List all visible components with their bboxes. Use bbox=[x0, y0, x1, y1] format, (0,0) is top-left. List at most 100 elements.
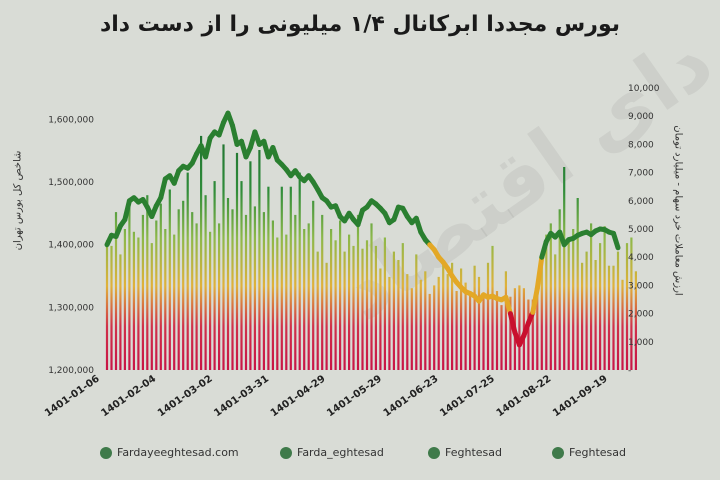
bar-24 bbox=[213, 181, 216, 370]
bar-113 bbox=[612, 265, 615, 370]
footer-twitter[interactable]: Feghtesad bbox=[552, 446, 626, 459]
x-tick: 1401-07-25 bbox=[438, 373, 497, 419]
bar-89 bbox=[504, 271, 507, 370]
globe-icon bbox=[100, 446, 112, 459]
bar-22 bbox=[204, 195, 207, 370]
y-right-tick: 6,000 bbox=[628, 197, 654, 207]
y-right-tick: 8,000 bbox=[628, 140, 654, 150]
x-tick: 1401-06-23 bbox=[382, 373, 441, 419]
bar-27 bbox=[226, 198, 230, 370]
bar-105 bbox=[576, 198, 579, 370]
line-point-22 bbox=[203, 135, 213, 160]
x-tick: 1401-05-29 bbox=[325, 373, 384, 419]
bar-14 bbox=[168, 189, 171, 370]
bar-26 bbox=[222, 144, 225, 370]
x-tick: 1401-09-19 bbox=[551, 373, 610, 419]
bar-109 bbox=[594, 260, 597, 370]
bar-56 bbox=[356, 214, 360, 370]
bar-108 bbox=[590, 223, 593, 370]
bar-117 bbox=[630, 237, 633, 370]
bar-61 bbox=[379, 268, 382, 370]
footer-instagram[interactable]: Farda_eghtesad bbox=[280, 446, 384, 459]
bar-99 bbox=[549, 223, 552, 370]
bar-11 bbox=[155, 220, 158, 370]
bar-87 bbox=[495, 291, 499, 370]
footer-telegram[interactable]: Feghtesad bbox=[428, 446, 502, 459]
bar-6 bbox=[132, 231, 135, 370]
y-left-tick: 1,600,000 bbox=[48, 115, 94, 125]
bar-12 bbox=[159, 203, 162, 370]
bar-78 bbox=[455, 291, 458, 370]
line-point-56 bbox=[355, 207, 365, 228]
bar-76 bbox=[446, 274, 449, 370]
bar-94 bbox=[527, 299, 530, 370]
line-point-89 bbox=[503, 294, 513, 317]
bar-series bbox=[105, 135, 637, 370]
x-tick: 1401-02-04 bbox=[99, 373, 158, 419]
bar-58 bbox=[365, 240, 369, 370]
bar-8 bbox=[141, 214, 144, 370]
bar-23 bbox=[209, 231, 212, 370]
bar-37 bbox=[271, 220, 274, 370]
bar-3 bbox=[119, 254, 122, 370]
bar-84 bbox=[482, 296, 485, 370]
bar-18 bbox=[186, 172, 189, 370]
y-left-tick: 1,500,000 bbox=[48, 178, 94, 188]
footer-telegram-text: Feghtesad bbox=[445, 446, 502, 459]
bar-36 bbox=[267, 186, 270, 370]
bar-107 bbox=[585, 251, 588, 370]
bar-40 bbox=[285, 234, 288, 370]
bar-98 bbox=[545, 234, 548, 370]
bar-95 bbox=[531, 299, 534, 370]
y-left-label: شاخص کل بورس تهران bbox=[12, 150, 24, 251]
bar-43 bbox=[298, 172, 301, 370]
telegram-icon bbox=[428, 446, 440, 459]
bar-17 bbox=[182, 200, 185, 370]
y-right-axis: - 1,000 2,000 3,000 4,000 5,000 6,000 7,000 8,00… bbox=[628, 84, 660, 376]
footer-instagram-text: Farda_eghtesad bbox=[297, 446, 384, 459]
y-left-axis: 1,200,000 1,300,000 1,400,000 1,500,000 1,60… bbox=[48, 115, 94, 376]
bar-13 bbox=[164, 229, 167, 370]
bar-51 bbox=[334, 240, 337, 370]
bar-49 bbox=[325, 262, 328, 370]
x-tick: 1401-03-02 bbox=[156, 373, 215, 419]
bar-16 bbox=[177, 209, 180, 370]
bar-31 bbox=[244, 214, 248, 370]
bar-1 bbox=[110, 245, 113, 370]
y-left-tick: 1,300,000 bbox=[48, 303, 94, 313]
bar-5 bbox=[128, 206, 131, 370]
y-right-tick: 4,000 bbox=[628, 253, 654, 263]
bar-70 bbox=[419, 279, 422, 370]
line-point-28 bbox=[230, 123, 240, 147]
y-right-tick: 5,000 bbox=[628, 225, 654, 235]
footer-twitter-text: Feghtesad bbox=[569, 446, 626, 459]
bar-97 bbox=[540, 265, 543, 370]
bar-66 bbox=[401, 243, 404, 370]
bar-32 bbox=[249, 161, 252, 370]
bar-106 bbox=[581, 262, 584, 370]
footer-website[interactable]: Fardayeeghtesad.com bbox=[100, 446, 239, 459]
bar-44 bbox=[303, 229, 306, 370]
bar-75 bbox=[442, 262, 445, 370]
bar-114 bbox=[616, 251, 620, 370]
bar-115 bbox=[621, 279, 624, 370]
bar-25 bbox=[218, 223, 221, 370]
bar-101 bbox=[558, 209, 561, 370]
bar-35 bbox=[262, 212, 265, 370]
line-point-113 bbox=[611, 230, 621, 251]
bar-0 bbox=[105, 240, 109, 370]
y-left-tick: 1,400,000 bbox=[48, 241, 94, 251]
y-right-tick: 9,000 bbox=[628, 112, 654, 122]
bar-80 bbox=[464, 282, 467, 370]
bar-4 bbox=[123, 229, 126, 370]
bar-110 bbox=[599, 243, 602, 370]
bar-90 bbox=[509, 296, 512, 370]
x-tick: 1401-01-06 bbox=[43, 373, 102, 419]
y-right-tick: 2,000 bbox=[628, 310, 654, 320]
bar-77 bbox=[451, 262, 454, 370]
bar-15 bbox=[173, 234, 176, 370]
bar-118 bbox=[634, 271, 637, 370]
bar-10 bbox=[150, 243, 153, 370]
line-point-12 bbox=[158, 176, 168, 201]
